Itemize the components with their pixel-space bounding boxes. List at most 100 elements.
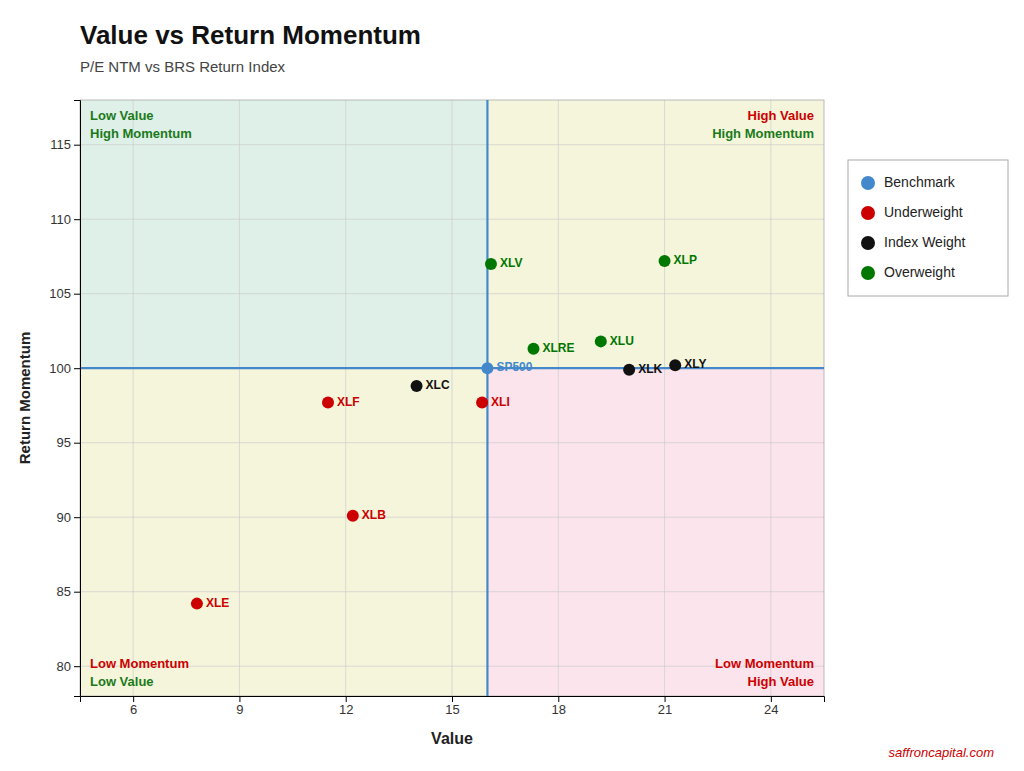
x-tick: 24 <box>764 696 778 717</box>
x-tick: 21 <box>658 696 672 717</box>
legend-label: Benchmark <box>884 174 956 190</box>
y-axis-title: Return Momentum <box>16 332 33 465</box>
grid-line-y <box>80 368 824 369</box>
y-tick-label: 95 <box>57 435 71 450</box>
x-tick: 12 <box>339 696 353 717</box>
x-axis: 691215182124 <box>81 696 825 717</box>
x-tick-label: 18 <box>552 702 566 717</box>
x-tick-label: 21 <box>658 702 672 717</box>
subtitle: P/E NTM vs BRS Return Index <box>80 58 286 75</box>
quadrant-fill <box>487 100 824 368</box>
plot-frame <box>80 100 824 696</box>
grid-line-y <box>80 144 824 145</box>
grid-line-y <box>80 591 824 592</box>
point-label: XLV <box>500 256 522 270</box>
y-tick: 105 <box>49 286 80 301</box>
y-tick-label: 110 <box>50 212 71 227</box>
point <box>191 598 203 610</box>
x-tick-mark <box>771 696 772 702</box>
grid-line-x <box>558 100 559 696</box>
x-tick-mark <box>239 696 240 702</box>
grid-line-x <box>133 100 134 696</box>
legend-marker <box>861 266 875 280</box>
x-tick-mark <box>558 696 559 702</box>
y-tick-mark <box>74 592 80 593</box>
quadrant-label: High Momentum <box>90 126 192 141</box>
grid-line-x <box>239 100 240 696</box>
y-tick: 110 <box>50 212 80 227</box>
benchmark-x-line <box>486 100 488 696</box>
x-tick-label: 9 <box>236 702 243 717</box>
quadrant-label: Low Value <box>90 108 154 123</box>
quadrant-label: Low Momentum <box>715 656 814 671</box>
grid-line-x <box>770 100 771 696</box>
benchmark-lines <box>80 100 824 696</box>
point <box>659 255 671 267</box>
point <box>411 380 423 392</box>
legend: Benchmark Underweight Index Weight Overweig… <box>848 160 1008 296</box>
legend-label: Overweight <box>884 264 955 280</box>
y-tick: 100 <box>49 361 80 376</box>
point-label: XLK <box>638 362 662 376</box>
point-label: XLP <box>674 253 697 267</box>
legend-marker <box>861 236 875 250</box>
grid-line-y <box>80 666 824 667</box>
point <box>322 396 334 408</box>
quadrant-labels: Low ValueHigh MomentumHigh ValueHigh Mom… <box>90 108 814 689</box>
point <box>481 362 493 374</box>
grid-line-y <box>80 442 824 443</box>
y-tick: 80 <box>57 659 80 674</box>
y-tick: 90 <box>57 510 80 525</box>
y-tick-label: 80 <box>57 659 71 674</box>
point-labels: SP500XLFXLEXLBXLIXLCXLKXLYXLVXLPXLUXLRE <box>206 253 707 610</box>
legend-label: Underweight <box>884 204 963 220</box>
grid-line-y <box>80 293 824 294</box>
x-tick-label: 15 <box>445 702 459 717</box>
points <box>191 255 681 610</box>
y-tick-label: 105 <box>49 286 71 301</box>
point-label: XLRE <box>542 341 574 355</box>
y-tick-mark <box>74 294 80 295</box>
x-tick-mark <box>452 696 453 702</box>
legend-label: Index Weight <box>884 234 966 250</box>
grid-line-x <box>664 100 665 696</box>
point-label: XLE <box>206 596 229 610</box>
quadrant-label: High Value <box>748 108 814 123</box>
x-tick: 15 <box>445 696 459 717</box>
point <box>347 510 359 522</box>
legend-marker <box>861 206 875 220</box>
y-tick-mark <box>74 517 80 518</box>
x-tick-mark <box>665 696 666 702</box>
quadrants <box>80 100 824 696</box>
x-tick-label: 12 <box>339 702 353 717</box>
point <box>623 364 635 376</box>
x-tick-mark <box>133 696 134 702</box>
grid <box>80 100 824 696</box>
y-tick-mark <box>74 666 80 667</box>
point <box>485 258 497 270</box>
quadrant-fill <box>80 368 487 696</box>
quadrant-label: Low Value <box>90 674 154 689</box>
plot-area: 69121518212480859095100105110115Low Valu… <box>49 100 824 717</box>
y-tick-mark <box>74 368 80 369</box>
y-tick: 85 <box>57 584 80 599</box>
point-label: XLY <box>684 357 706 371</box>
grid-line-x <box>452 100 453 696</box>
point <box>476 396 488 408</box>
y-tick-label: 90 <box>57 510 71 525</box>
point-label: XLU <box>610 334 634 348</box>
x-tick: 18 <box>552 696 566 717</box>
y-axis-line <box>74 101 81 697</box>
x-tick: 9 <box>236 696 243 717</box>
grid-line-y <box>80 517 824 518</box>
point <box>595 335 607 347</box>
point <box>669 359 681 371</box>
y-tick: 95 <box>57 435 80 450</box>
quadrant-fill <box>80 100 487 368</box>
point <box>527 343 539 355</box>
quadrant-fill <box>487 368 824 696</box>
watermark: saffroncapital.com <box>889 745 995 760</box>
point-label: XLI <box>491 395 510 409</box>
y-tick-label: 85 <box>57 584 71 599</box>
x-axis-line <box>81 697 825 703</box>
